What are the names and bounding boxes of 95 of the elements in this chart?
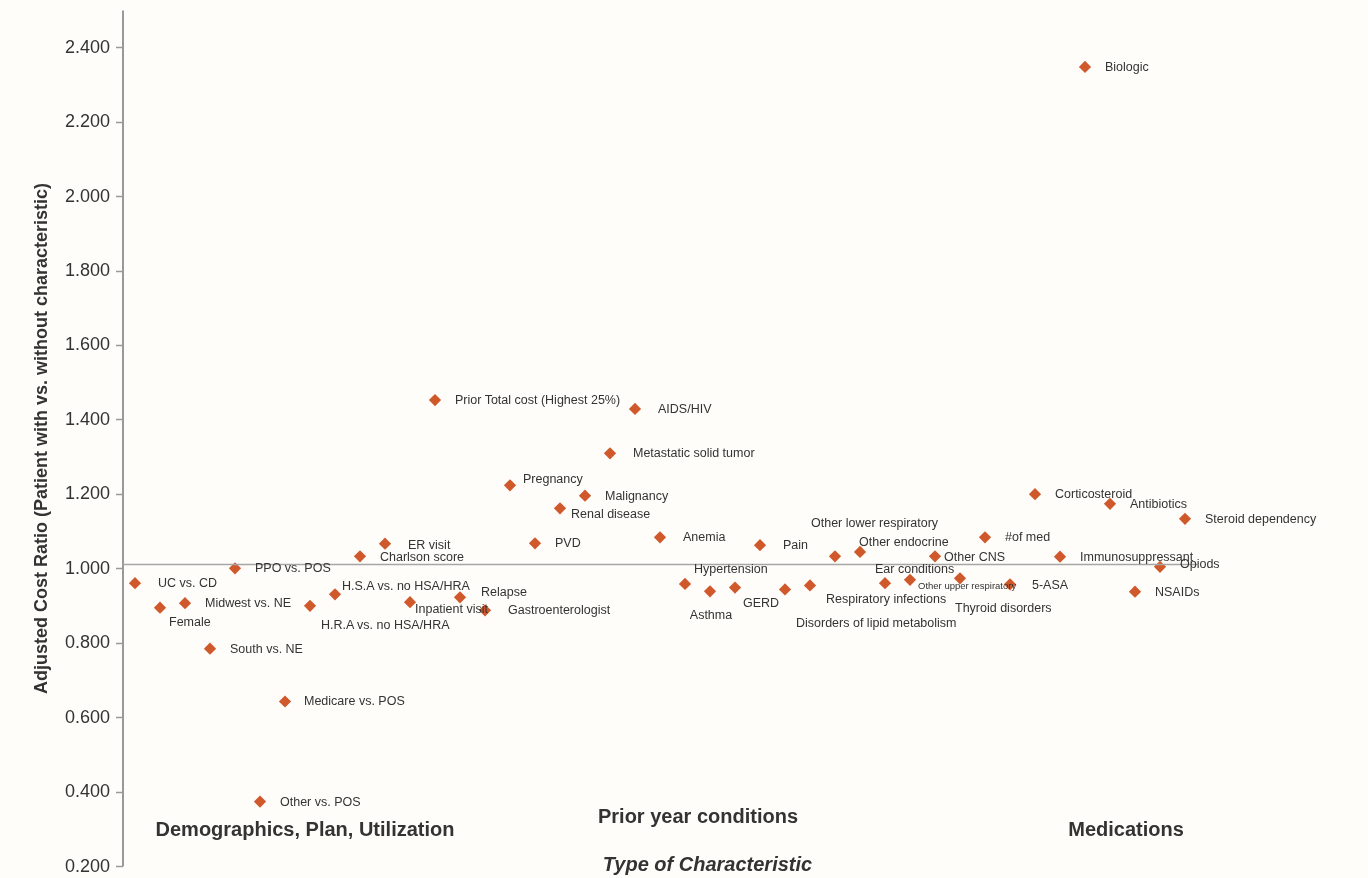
annotation: Corticosteroid <box>1055 487 1133 502</box>
point <box>1028 488 1042 501</box>
annotation: Other lower respiratory <box>811 516 939 531</box>
annotation: Respiratory infections <box>826 592 947 607</box>
point <box>728 581 742 594</box>
annotation: Biologic <box>1105 59 1149 74</box>
point <box>428 393 442 407</box>
point <box>228 562 242 575</box>
point <box>928 550 942 563</box>
y-tick-label: 1.000 <box>64 557 110 578</box>
annotation: Anemia <box>683 530 726 545</box>
y-tick-label: 1.800 <box>64 260 110 281</box>
point <box>453 591 467 604</box>
point <box>853 545 867 559</box>
point <box>203 642 217 655</box>
point <box>903 573 917 586</box>
annotation: Prior Total cost (Highest 25%) <box>455 393 621 408</box>
point <box>328 588 342 601</box>
annotation: Charlson score <box>380 550 465 565</box>
annotation: AIDS/HIV <box>658 401 713 416</box>
point <box>1078 60 1092 74</box>
point <box>1128 585 1142 598</box>
point <box>253 795 267 808</box>
annotation: Other endocrine <box>859 534 949 549</box>
point <box>1103 497 1117 510</box>
y-tick-label: 2.200 <box>64 111 110 132</box>
point <box>178 597 192 610</box>
point <box>503 479 517 492</box>
y-tick-label: 0.800 <box>64 632 110 653</box>
point <box>153 601 167 614</box>
annotation: Hypertension <box>694 561 768 576</box>
annotation: Thyroid disorders <box>955 601 1052 616</box>
annotation: Disorders of lipid metabolism <box>796 616 957 631</box>
text: Steroid dependency <box>1205 511 1317 526</box>
annotation: PVD <box>555 536 581 551</box>
annotation: Asthma <box>689 608 733 623</box>
annotation: Metastatic solid tumor <box>633 446 755 461</box>
x-axis-title: Type of Characteristic <box>602 852 813 875</box>
annotation: Other vs. POS <box>280 794 361 809</box>
annotation: Renal disease <box>571 507 651 522</box>
point <box>653 531 667 544</box>
annotation: Medications <box>1068 818 1184 840</box>
point <box>303 599 317 612</box>
point <box>603 447 617 460</box>
y-tick-label: 2.000 <box>64 185 110 206</box>
point <box>1053 550 1067 563</box>
annotation: Other CNS <box>944 550 1006 565</box>
annotation: Female <box>169 614 211 629</box>
y-axis-title: Adjusted Cost Ratio (Patient with vs. without characteristic) <box>30 182 51 695</box>
annotation: GERD <box>743 595 780 610</box>
annotation: PPO vs. POS <box>255 561 331 576</box>
annotation: Prior year conditions <box>597 805 799 827</box>
point <box>703 585 717 598</box>
point <box>1178 512 1192 525</box>
annotation: Midwest vs. NE <box>205 596 292 611</box>
y-tick-label: 1.200 <box>64 483 110 504</box>
y-tick-label: 1.400 <box>64 408 110 429</box>
annotation: UC vs. CD <box>158 576 218 591</box>
annotation: Gastroenterologist <box>508 603 611 618</box>
point <box>528 537 542 550</box>
point <box>978 531 992 544</box>
point <box>128 577 142 590</box>
annotation: 5-ASA <box>1032 578 1069 593</box>
point <box>378 537 392 550</box>
annotation: South vs. NE <box>230 641 303 656</box>
annotation: Pain <box>783 538 809 553</box>
y-tick-label: 0.600 <box>64 706 110 727</box>
annotation: #of med <box>1005 530 1051 545</box>
y-tick-label: 0.200 <box>64 855 110 876</box>
point <box>628 402 642 416</box>
point <box>353 550 367 563</box>
point <box>878 577 892 590</box>
point <box>778 583 792 596</box>
annotation: H.R.A vs. no HSA/HRA <box>321 617 451 632</box>
point <box>828 550 842 563</box>
annotation: H.S.A vs. no HSA/HRA <box>342 579 471 594</box>
annotation: Ear conditions <box>875 562 955 577</box>
point <box>553 502 567 515</box>
point <box>953 572 967 585</box>
y-tick-label: 0.400 <box>64 781 110 802</box>
point <box>278 695 292 708</box>
annotation: NSAIDs <box>1155 584 1200 599</box>
point <box>678 577 692 591</box>
annotation: Demographics, Plan, Utilization <box>155 818 455 840</box>
annotation: Pregnancy <box>523 472 584 487</box>
point <box>578 489 592 502</box>
y-tick-label: 1.600 <box>64 334 110 355</box>
annotation: Relapse <box>481 585 527 600</box>
y-tick-label: 2.400 <box>64 36 110 57</box>
annotation: ER visit <box>408 537 451 552</box>
annotation: Medicare vs. POS <box>304 694 405 709</box>
annotation: Malignancy <box>605 488 669 503</box>
point <box>753 539 767 552</box>
point <box>803 579 817 592</box>
point <box>403 596 417 609</box>
